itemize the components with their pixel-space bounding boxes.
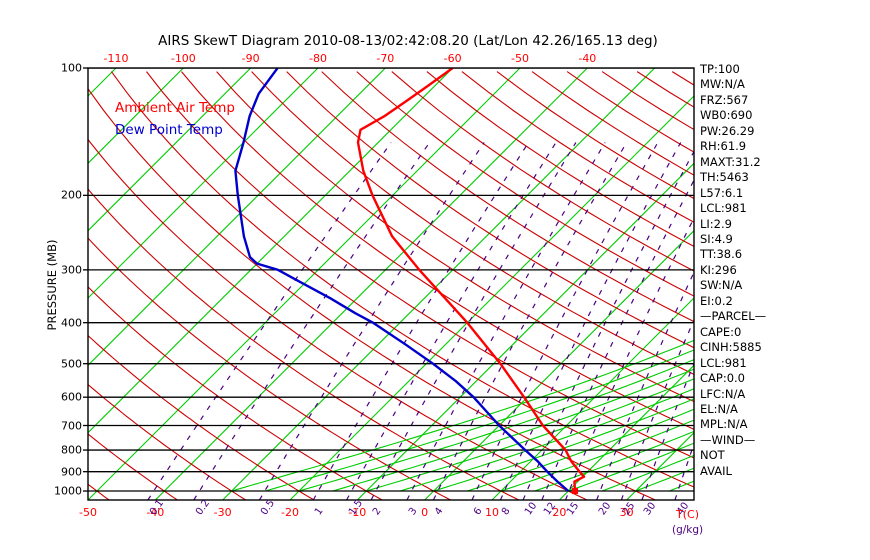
stat-item: NOT bbox=[700, 448, 725, 463]
bottom-temp-tick: 0 bbox=[421, 506, 429, 519]
bottom-temp-tick: -50 bbox=[79, 506, 97, 519]
stat-item: RH:61.9 bbox=[700, 139, 747, 154]
stat-item: TP:100 bbox=[700, 62, 740, 76]
bottom-temp-tick: -10 bbox=[348, 506, 367, 519]
legend-ambient-air-temp: Ambient Air Temp bbox=[115, 100, 235, 116]
stat-item: EI:0.2 bbox=[700, 293, 733, 308]
stat-item: MW:N/A bbox=[700, 77, 745, 92]
bottom-temp-tick: -30 bbox=[213, 506, 232, 519]
pressure-axis-label: PRESSURE (MB) bbox=[45, 239, 59, 331]
mixing-ratio-axis-unit: (g/kg) bbox=[672, 524, 704, 536]
pressure-tick: 1000 bbox=[54, 484, 82, 498]
stat-item: SI:4.9 bbox=[700, 231, 733, 246]
bottom-temp-tick: -20 bbox=[281, 506, 299, 519]
pressure-tick: 800 bbox=[61, 443, 82, 457]
bottom-temp-tick: -40 bbox=[146, 506, 165, 519]
top-temp-tick: -100 bbox=[170, 52, 196, 65]
top-temp-tick: -60 bbox=[443, 52, 462, 65]
stat-item: TT:38.6 bbox=[700, 247, 743, 262]
pressure-tick: 200 bbox=[61, 188, 82, 202]
bottom-temp-tick: 10 bbox=[485, 506, 499, 519]
legend-dew-point-temp: Dew Point Temp bbox=[115, 122, 223, 138]
pressure-tick: 400 bbox=[61, 316, 82, 330]
bottom-temp-tick: 30 bbox=[619, 506, 634, 519]
top-temp-tick: -80 bbox=[309, 52, 327, 65]
stat-item: CAP:0.0 bbox=[700, 371, 745, 386]
pressure-tick: 300 bbox=[61, 263, 82, 277]
sounding-stats-panel: TP:100 MW:N/A FRZ:567 WB0:690 PW:26.29 RH:61.… bbox=[700, 62, 865, 479]
stat-item: KI:296 bbox=[700, 262, 737, 277]
pressure-tick: 500 bbox=[61, 357, 82, 371]
stat-item: AVAIL bbox=[700, 463, 732, 478]
top-temp-tick: -110 bbox=[103, 52, 129, 65]
stat-item: SW:N/A bbox=[700, 278, 743, 293]
page-title: AIRS SkewT Diagram 2010-08-13/02:42:08.2… bbox=[158, 33, 658, 49]
top-temp-tick: -40 bbox=[578, 52, 597, 65]
dew-point-curve bbox=[234, 68, 570, 492]
top-temp-tick: -50 bbox=[511, 52, 529, 65]
stat-item: TH:5463 bbox=[700, 170, 749, 185]
stat-item: PW:26.29 bbox=[700, 123, 755, 138]
temperature-axis-unit: T(C) bbox=[676, 508, 699, 521]
stat-item: LI:2.9 bbox=[700, 216, 732, 231]
stat-item: —PARCEL— bbox=[700, 309, 767, 324]
stat-item: EL:N/A bbox=[700, 401, 738, 416]
pressure-tick: 900 bbox=[61, 465, 82, 479]
bottom-temp-tick: 20 bbox=[552, 506, 567, 519]
stat-item: CINH:5885 bbox=[700, 340, 762, 355]
pressure-tick: 600 bbox=[61, 390, 82, 404]
stat-item: MPL:N/A bbox=[700, 417, 748, 432]
top-temp-tick: -70 bbox=[376, 52, 395, 65]
stat-item: L57:6.1 bbox=[700, 185, 744, 200]
stat-item: WB0:690 bbox=[700, 108, 753, 123]
pressure-tick: 700 bbox=[61, 419, 82, 432]
stat-item: FRZ:567 bbox=[700, 92, 749, 107]
stat-item: —WIND— bbox=[700, 432, 756, 447]
surface-marker bbox=[572, 488, 579, 495]
stat-item: LCL:981 bbox=[700, 355, 747, 370]
stat-item: LFC:N/A bbox=[700, 386, 746, 401]
pressure-tick: 100 bbox=[61, 61, 82, 75]
stat-item: LCL:981 bbox=[700, 201, 747, 216]
top-temp-tick: -90 bbox=[241, 52, 260, 65]
stat-item: MAXT:31.2 bbox=[700, 154, 761, 169]
ambient-temp-curve bbox=[356, 68, 586, 492]
stat-item: CAPE:0 bbox=[700, 324, 742, 339]
